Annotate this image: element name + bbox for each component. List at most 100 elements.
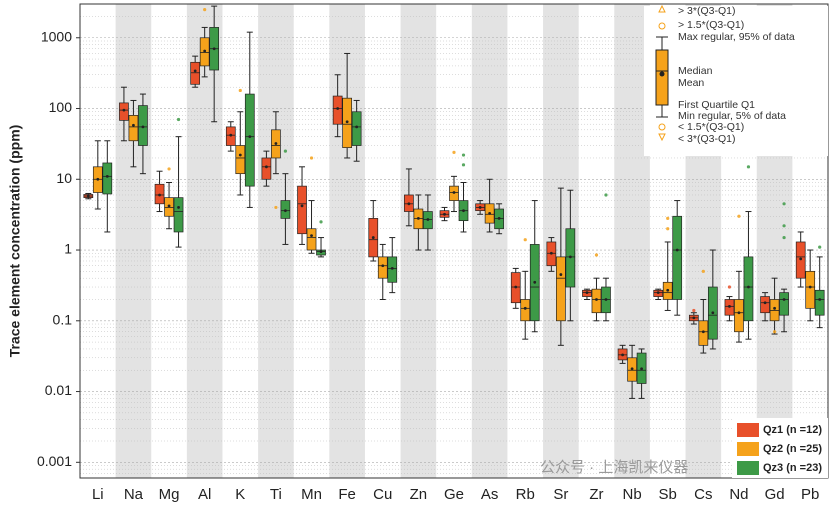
x-tick-label: Ge <box>444 486 464 503</box>
mean <box>711 311 715 315</box>
mean <box>390 267 394 270</box>
x-tick-label: Gd <box>765 486 785 503</box>
key-label: Max regular, 95% of data <box>678 31 795 43</box>
mean <box>381 264 385 268</box>
box <box>235 145 246 175</box>
mean <box>426 218 430 221</box>
mean <box>452 191 456 194</box>
mean <box>701 330 705 334</box>
mean <box>122 108 126 112</box>
key-icon <box>655 49 669 106</box>
box <box>779 292 789 316</box>
mean <box>336 107 340 110</box>
mean <box>132 123 135 127</box>
mean <box>630 367 634 371</box>
mean <box>177 206 180 209</box>
box <box>672 215 683 300</box>
box <box>760 296 770 314</box>
outlier <box>727 285 732 289</box>
plot-frame <box>79 3 829 479</box>
box <box>244 93 255 187</box>
outlier <box>772 330 777 334</box>
key-icon <box>659 71 665 77</box>
mean <box>533 280 537 284</box>
outlier <box>692 308 696 313</box>
box <box>261 157 272 180</box>
key-icon <box>658 4 666 13</box>
watermark: 公众号 · 上海凯来仪器 <box>540 459 688 476</box>
outlier <box>782 224 786 228</box>
box <box>119 102 129 121</box>
x-tick-label: Mg <box>159 486 180 503</box>
mean <box>675 248 679 252</box>
mean <box>763 301 767 305</box>
outlier <box>782 235 786 240</box>
outlier <box>746 165 751 169</box>
x-tick-label: Pb <box>801 486 819 503</box>
category-band <box>471 4 508 478</box>
x-tick-label: Zr <box>589 486 603 503</box>
outlier <box>737 214 741 218</box>
outlier <box>461 153 466 157</box>
x-tick-label: Nd <box>729 486 748 503</box>
key-background <box>644 6 828 156</box>
legend-label: Qz3 (n =23) <box>763 462 822 474</box>
outlier <box>452 150 456 154</box>
category-band <box>258 4 294 478</box>
mean <box>371 236 375 239</box>
key-label: > 1.5*(Q3-Q1) <box>678 19 744 31</box>
mean <box>568 255 572 259</box>
x-tick-label: Rb <box>516 486 535 503</box>
mean <box>595 298 598 301</box>
box <box>805 270 816 309</box>
legend-swatch <box>737 461 759 475</box>
mean <box>808 285 812 289</box>
y-tick-label: 1000 <box>41 28 72 44</box>
x-tick-label: Fe <box>338 486 356 503</box>
outlier <box>274 205 278 210</box>
outlier <box>319 220 323 224</box>
mean <box>737 311 741 315</box>
legend-swatch <box>737 423 759 437</box>
box <box>591 288 602 314</box>
mean <box>656 291 660 295</box>
mean <box>355 125 359 129</box>
mean <box>782 298 786 301</box>
outlier <box>309 156 314 160</box>
key-label: Median <box>678 65 713 77</box>
mean <box>105 174 109 178</box>
key-label: < 1.5*(Q3-Q1) <box>678 121 744 133</box>
box <box>128 115 139 142</box>
mean <box>666 288 670 292</box>
box <box>734 299 744 333</box>
mean <box>514 285 518 289</box>
outlier <box>782 202 786 206</box>
outlier <box>666 227 670 231</box>
outlier <box>176 117 181 122</box>
mean <box>265 165 268 169</box>
box <box>743 256 754 322</box>
outlier <box>238 88 242 93</box>
mean <box>416 216 420 220</box>
box <box>190 61 201 85</box>
box <box>102 162 113 195</box>
mean <box>497 216 501 220</box>
x-tick-label: Cs <box>694 486 712 503</box>
mean <box>585 291 589 295</box>
mean <box>86 194 90 198</box>
y-tick-label: 0.01 <box>45 382 72 398</box>
mean <box>193 69 197 73</box>
marks <box>83 5 825 399</box>
legend: Qz1 (n =12) Qz2 (n =25) Qz3 (n =23) <box>732 418 828 478</box>
y-axis-label: Trace element concentration (ppm) <box>7 125 23 358</box>
outlier <box>818 245 822 249</box>
x-tick-label: Mn <box>301 486 322 503</box>
outlier <box>461 163 466 167</box>
mean <box>799 257 803 261</box>
outlier <box>701 269 705 273</box>
outlier <box>283 149 288 153</box>
mean <box>728 304 731 308</box>
mean <box>773 306 776 310</box>
mean <box>229 133 233 137</box>
